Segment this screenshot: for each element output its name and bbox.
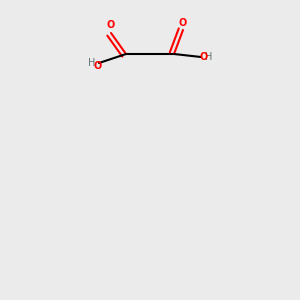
- Text: H: H: [205, 52, 212, 62]
- Text: O: O: [107, 20, 115, 31]
- Text: O: O: [179, 17, 187, 28]
- Text: O: O: [93, 61, 102, 71]
- Text: O: O: [200, 52, 208, 62]
- Text: H: H: [88, 58, 95, 68]
